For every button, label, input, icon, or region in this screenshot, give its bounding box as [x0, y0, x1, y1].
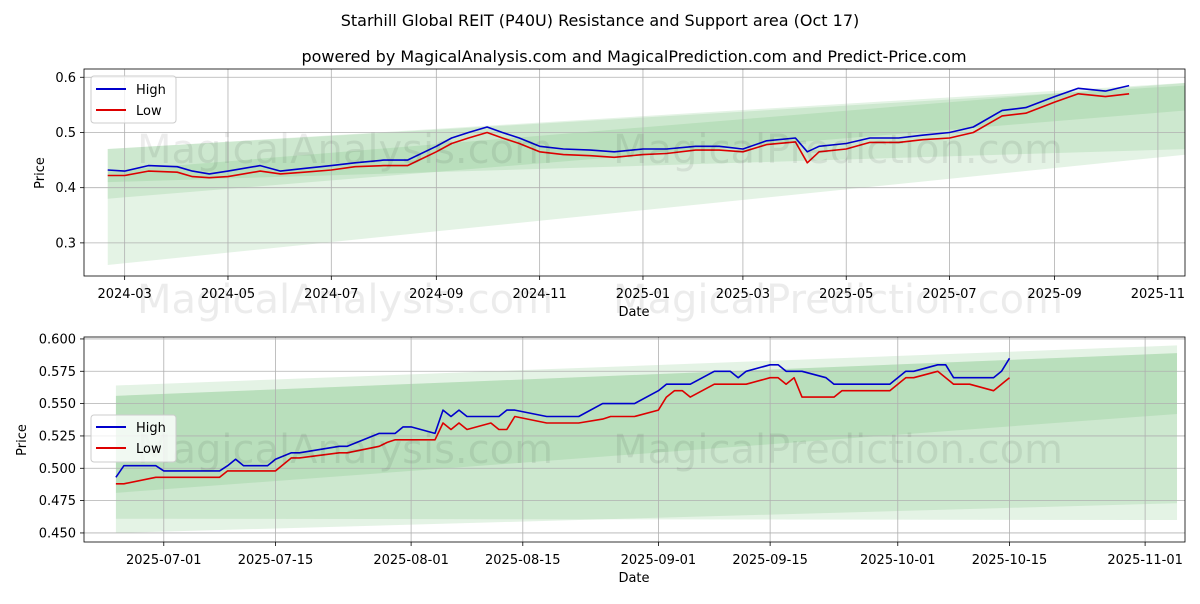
bottom-chart-legend-high-label: High [136, 421, 166, 436]
bottom-chart-series-high-line [115, 357, 1011, 478]
bottom-chart-series-layer [115, 357, 1011, 485]
top-chart-frame [83, 68, 1186, 277]
bottom-chart-x-tick-label: 2025-09-15 [732, 553, 808, 568]
bottom-chart-y-tick-label: 0.500 [39, 462, 76, 477]
top-chart-x-tick-label: 2025-03 [716, 287, 770, 302]
top-chart-axes: 2024-03 2024-05 2024-07 2024-09 2024-11 2025-… [55, 71, 1185, 302]
bottom-chart-x-tick-label: 2025-07-15 [238, 553, 314, 568]
top-chart-x-tick-label: 2024-09 [409, 287, 463, 302]
top-chart: 2024-03 2024-05 2024-07 2024-09 2024-11 2025-… [33, 68, 1186, 323]
top-chart-band-2 [107, 82, 1185, 265]
bottom-chart-y-axis-label: Price [15, 424, 30, 456]
top-chart-legend-high-label: High [136, 83, 166, 98]
chart-title: Starhill Global REIT (P40U) Resistance a… [341, 11, 860, 30]
top-chart-x-tick-label: 2025-05 [819, 287, 873, 302]
top-chart-watermark-1: MagicalAnalysis.com [137, 127, 553, 173]
top-chart-series-low-line [107, 93, 1130, 179]
top-chart-legend-low-label: Low [136, 104, 162, 119]
bottom-chart-axes: 2025-07-01 2025-07-15 2025-08-01 2025-08-15… [39, 332, 1183, 568]
bottom-chart-y-tick-label: 0.575 [39, 365, 76, 380]
bottom-chart-band-2 [115, 353, 1178, 521]
bottom-chart-series-low-line [115, 370, 1011, 485]
top-chart-legend-box [90, 75, 177, 124]
bottom-chart-x-axis-label: Date [618, 571, 649, 586]
bottom-chart: 2025-07-01 2025-07-15 2025-08-01 2025-08-15… [15, 332, 1186, 586]
bottom-chart-x-tick-label: 2025-07-01 [126, 553, 202, 568]
bottom-chart-band-3 [115, 353, 1178, 493]
top-chart-y-axis-label: Price [33, 157, 48, 189]
top-chart-watermark-4: MagicalPrediction.com [613, 277, 1063, 323]
bottom-chart-y-tick-label: 0.550 [39, 397, 76, 412]
bottom-chart-band-layer [115, 345, 1178, 533]
bottom-chart-legend-low-label: Low [136, 442, 162, 457]
bottom-chart-x-tick-label: 2025-09-01 [621, 553, 697, 568]
bottom-chart-y-tick-label: 0.450 [39, 526, 76, 541]
top-chart-x-axis-label: Date [618, 305, 649, 320]
top-chart-x-tick-label: 2024-11 [512, 287, 566, 302]
top-chart-watermark-3: MagicalAnalysis.com [137, 277, 553, 323]
bottom-chart-watermark-1: MagicalAnalysis.com [137, 427, 553, 473]
top-chart-y-tick-label: 0.3 [55, 236, 76, 251]
top-chart-x-tick-label: 2025-01 [616, 287, 670, 302]
chart-subtitle: powered by MagicalAnalysis.com and Magic… [301, 47, 966, 66]
top-chart-watermark-2: MagicalPrediction.com [613, 127, 1063, 173]
bottom-chart-frame [83, 336, 1186, 543]
bottom-chart-x-tick-label: 2025-10-15 [972, 553, 1048, 568]
bottom-chart-x-tick-label: 2025-11-01 [1107, 553, 1183, 568]
top-chart-band-layer [107, 82, 1185, 265]
bottom-chart-y-tick-label: 0.475 [39, 494, 76, 509]
top-chart-legend: High Low [90, 75, 177, 124]
bottom-chart-watermark-2: MagicalPrediction.com [613, 427, 1063, 473]
top-chart-x-tick-label: 2025-09 [1027, 287, 1081, 302]
top-chart-y-tick-label: 0.6 [55, 71, 76, 86]
top-chart-x-tick-label: 2025-11 [1131, 287, 1185, 302]
bottom-chart-band-1 [115, 345, 1178, 533]
top-chart-y-tick-label: 0.5 [55, 126, 76, 141]
bottom-chart-y-tick-label: 0.525 [39, 429, 76, 444]
bottom-chart-x-tick-label: 2025-10-01 [860, 553, 936, 568]
top-chart-band-3 [107, 85, 1185, 183]
bottom-chart-y-tick-label: 0.600 [39, 332, 76, 347]
top-chart-series-layer [107, 84, 1130, 179]
top-chart-x-tick-label: 2024-07 [304, 287, 358, 302]
top-chart-x-tick-label: 2025-07 [922, 287, 976, 302]
bottom-chart-legend: High Low [90, 414, 177, 463]
top-chart-grid [84, 69, 1185, 276]
bottom-chart-x-tick-label: 2025-08-15 [485, 553, 561, 568]
top-chart-band-1 [107, 82, 1185, 199]
bottom-chart-x-tick-label: 2025-08-01 [373, 553, 449, 568]
top-chart-series-high-line [107, 84, 1130, 175]
top-chart-x-tick-label: 2024-05 [201, 287, 255, 302]
top-chart-x-tick-label: 2024-03 [97, 287, 151, 302]
top-chart-y-tick-label: 0.4 [55, 181, 76, 196]
